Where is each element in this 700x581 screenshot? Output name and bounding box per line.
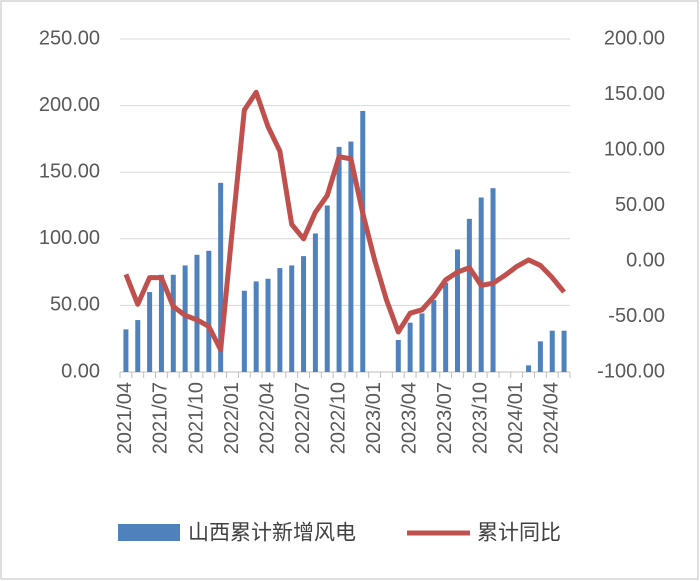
y2-tick-label: -50.00: [608, 305, 665, 327]
bar: [265, 278, 271, 372]
bar: [443, 282, 449, 372]
x-tick-label: 2022/07: [292, 382, 314, 454]
legend-label: 山西累计新增风电: [188, 522, 356, 545]
legend-swatch: [118, 524, 180, 541]
bar: [419, 313, 425, 372]
x-tick-label: 2021/07: [150, 382, 172, 454]
x-tick-label: 2023/04: [398, 382, 420, 454]
bar: [158, 274, 164, 372]
bar: [194, 254, 200, 372]
bar: [123, 329, 129, 372]
bar: [336, 146, 342, 372]
bar: [301, 256, 307, 372]
bar: [526, 365, 532, 372]
bar: [431, 300, 437, 372]
y-tick-label: 0.00: [61, 360, 100, 382]
y-tick-label: 200.00: [39, 94, 100, 116]
x-tick-label: 2023/01: [363, 382, 385, 454]
x-tick-label: 2024/01: [505, 382, 527, 454]
y-tick-label: 100.00: [39, 227, 100, 249]
bar: [135, 320, 141, 372]
x-tick-label: 2023/10: [469, 382, 491, 454]
x-tick-label: 2022/04: [256, 382, 278, 454]
x-tick-label: 2021/04: [114, 382, 136, 454]
y2-tick-label: 0.00: [626, 249, 665, 271]
bar: [182, 265, 188, 372]
legend: 山西累计新增风电 累计同比: [118, 522, 561, 545]
y-tick-label: 250.00: [39, 27, 100, 49]
bar: [466, 218, 472, 372]
bar: [407, 322, 413, 372]
y2-tick-label: 150.00: [604, 83, 665, 105]
bar: [549, 330, 555, 372]
bar: [218, 182, 224, 372]
bar: [537, 341, 543, 372]
bar: [241, 290, 247, 372]
bar: [561, 330, 567, 372]
bar: [170, 274, 176, 372]
bar: [360, 110, 366, 372]
legend-label: 累计同比: [477, 522, 561, 545]
bar: [312, 233, 318, 372]
line: [123, 89, 567, 353]
bar: [455, 249, 460, 372]
y2-tick-label: 100.00: [604, 138, 665, 160]
y2-tick-label: 50.00: [615, 194, 665, 216]
y2-tick-label: -100.00: [597, 360, 665, 382]
bar: [253, 281, 259, 372]
x-tick-label: 2022/10: [327, 382, 349, 454]
x-tick-label: 2024/04: [541, 382, 563, 454]
x-tick-label: 2023/07: [434, 382, 456, 454]
x-tick-label: 2022/01: [221, 382, 243, 454]
bar: [206, 250, 212, 372]
bar: [348, 141, 354, 372]
bar: [277, 268, 283, 372]
y-tick-label: 150.00: [39, 160, 100, 182]
y-tick-label: 50.00: [50, 294, 100, 316]
y2-tick-label: 200.00: [604, 27, 665, 49]
x-tick-label: 2021/10: [185, 382, 207, 454]
bar: [147, 292, 153, 372]
bar: [490, 188, 496, 372]
bar: [324, 205, 330, 372]
bar: [289, 265, 295, 372]
bar: [395, 340, 401, 372]
